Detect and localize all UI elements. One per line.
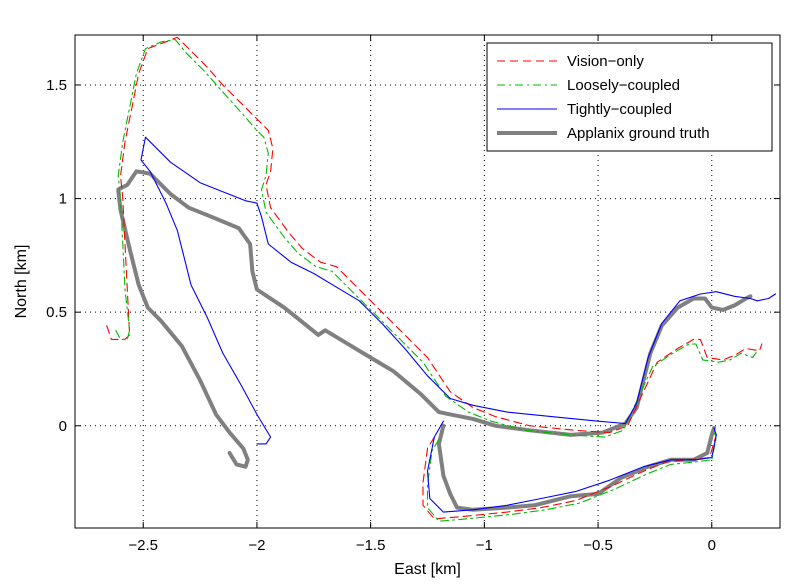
y-tick-label: 1.5 <box>46 77 67 94</box>
series-line-applanix-ground-truth-3 <box>116 169 753 469</box>
x-tick-label: −1.5 <box>356 537 386 554</box>
x-tick-label: −2 <box>248 537 265 554</box>
y-tick-label: 1 <box>59 191 67 208</box>
x-tick-labels: −2.5 −2 −1.5 −1 −0.5 0 <box>128 537 716 554</box>
x-tick-label: −2.5 <box>128 537 158 554</box>
series-line-segment-4 <box>422 429 717 520</box>
series-line-vision-only-0 <box>106 36 763 434</box>
legend-entry: Applanix ground truth <box>567 125 710 142</box>
y-tick-label: 0 <box>59 418 67 435</box>
y-tick-labels: 0 0.5 1 1.5 <box>46 77 67 435</box>
series-lines <box>106 36 777 522</box>
axes-box <box>74 34 781 529</box>
series-line-segment-7 <box>436 423 716 512</box>
series-line-loosely-coupled-1 <box>115 38 758 438</box>
x-axis-label: East [km] <box>394 561 461 578</box>
grid <box>75 35 780 528</box>
legend-entry: Tightly−coupled <box>567 101 672 118</box>
x-tick-label: −0.5 <box>583 537 613 554</box>
y-tick-label: 0.5 <box>46 304 67 321</box>
x-tick-label: −1 <box>476 537 493 554</box>
legend: Vision−only Loosely−coupled Tightly−couple… <box>486 42 773 152</box>
series-line-segment-6 <box>426 420 717 513</box>
legend-entry: Loosely−coupled <box>567 77 680 94</box>
series-line-segment-5 <box>426 432 717 522</box>
ticks <box>75 35 780 528</box>
legend-entry: Vision−only <box>567 53 644 70</box>
series-line-tightly-coupled-2 <box>140 136 777 445</box>
x-tick-label: 0 <box>708 537 716 554</box>
y-axis-label: North [km] <box>13 245 30 319</box>
